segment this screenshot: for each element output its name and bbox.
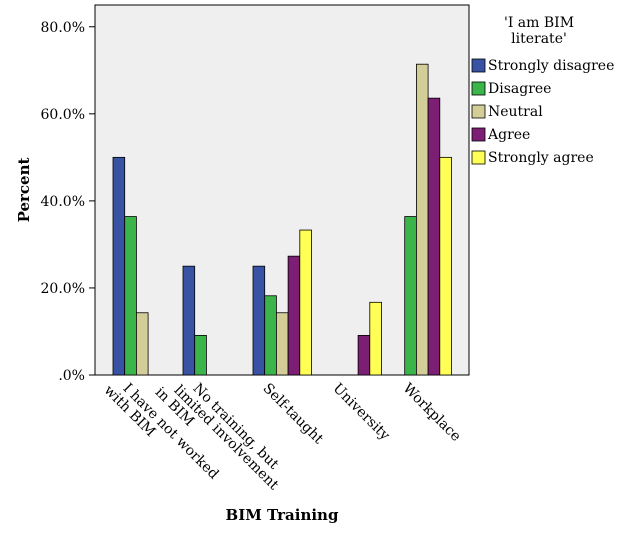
y-tick-label: 20.0% [41, 281, 85, 297]
legend-label: Neutral [488, 104, 543, 120]
bar-neutral-4 [415, 63, 429, 376]
bars [112, 63, 452, 376]
x-tick-label: University [330, 380, 393, 443]
y-tick-label: 80.0% [41, 20, 85, 36]
x-axis: I have not workedwith BIM No training, bu… [101, 380, 464, 493]
bar-disagree-1 [194, 334, 207, 376]
bar-disagree-0 [124, 216, 137, 376]
legend-title: 'I am BIM literate' [504, 15, 574, 47]
bar-agree-2 [287, 255, 301, 376]
legend-swatch [471, 104, 486, 119]
bar-disagree-2 [264, 295, 277, 376]
y-tick-label: 40.0% [41, 194, 85, 210]
legend-label: Strongly agree [488, 150, 594, 166]
bar-strongly-agree-4 [439, 156, 452, 376]
bar-strongly-disagree-0 [112, 156, 126, 376]
bar-strongly-agree-2 [299, 229, 312, 376]
y-axis: .0% 20.0% 40.0% 60.0% 80.0% [41, 20, 95, 384]
bar-neutral-0 [135, 312, 149, 376]
legend-swatch [471, 150, 486, 165]
legend-swatch [471, 58, 486, 73]
legend-label: Disagree [488, 81, 551, 97]
y-tick-label: 60.0% [41, 107, 85, 123]
x-tick-label: Self-taught [260, 380, 327, 447]
bar-strongly-agree-3 [369, 301, 382, 376]
legend-swatch [471, 127, 486, 142]
legend-label: Agree [487, 127, 530, 143]
y-tick-label: .0% [58, 368, 85, 384]
x-tick-label: Workplace [400, 380, 464, 444]
legend: 'I am BIM literate' Strongly disagree Disa… [471, 15, 614, 166]
bar-strongly-disagree-1 [182, 265, 196, 376]
legend-swatch [471, 81, 486, 96]
bar-agree-3 [357, 334, 371, 376]
bar-agree-4 [427, 97, 441, 376]
y-axis-title: Percent [15, 158, 33, 223]
bar-strongly-disagree-2 [252, 265, 266, 376]
bar-disagree-4 [404, 216, 417, 376]
legend-label: Strongly disagree [488, 58, 614, 74]
bar-neutral-2 [275, 312, 289, 376]
x-axis-title: BIM Training [226, 506, 339, 524]
